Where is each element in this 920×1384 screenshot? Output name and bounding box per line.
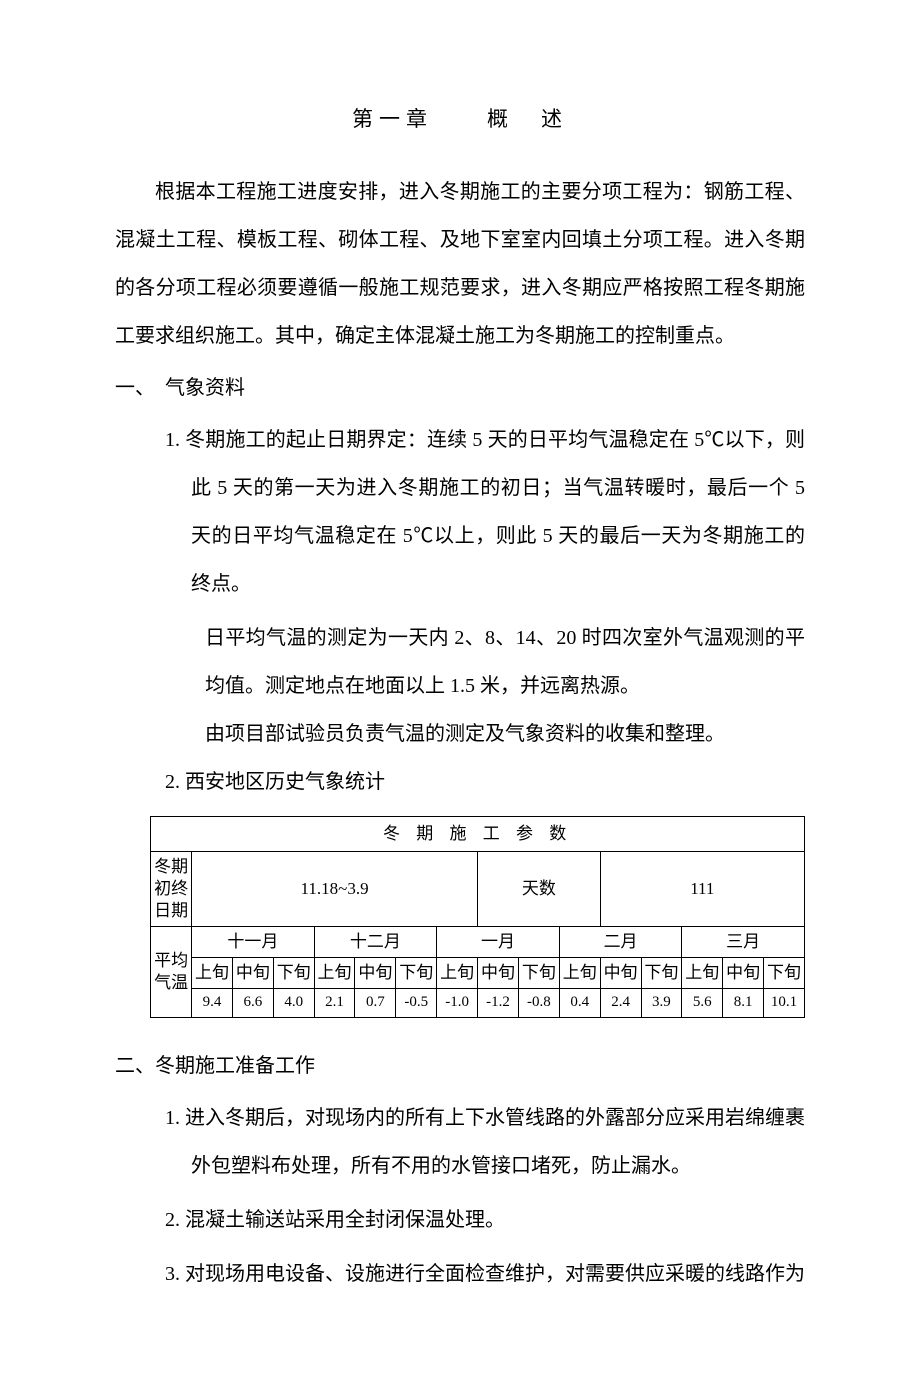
period-cell: 上旬 — [559, 958, 600, 989]
intro-paragraph: 根据本工程施工进度安排，进入冬期施工的主要分项工程为：钢筋工程、混凝土工程、模板… — [115, 168, 805, 360]
value-cell: 10.1 — [764, 989, 805, 1018]
section1-item1-cont2: 由项目部试验员负责气温的测定及气象资料的收集和整理。 — [205, 710, 805, 758]
value-cell: 0.7 — [355, 989, 396, 1018]
section1-title: 一、 气象资料 — [115, 364, 805, 412]
section1-item1-cont1: 日平均气温的测定为一天内 2、8、14、20 时四次室外气温观测的平均值。测定地… — [205, 614, 805, 710]
row1-val1: 11.18~3.9 — [192, 851, 478, 926]
month-1: 一月 — [437, 927, 560, 958]
value-cell: -0.8 — [518, 989, 559, 1018]
value-cell: 2.1 — [314, 989, 355, 1018]
period-cell: 下旬 — [518, 958, 559, 989]
period-cell: 上旬 — [682, 958, 723, 989]
row1-label: 冬期初终日期 — [151, 851, 192, 926]
section1-item2: 2. 西安地区历史气象统计 — [165, 758, 805, 806]
month-12: 十二月 — [314, 927, 437, 958]
value-cell: -1.2 — [478, 989, 519, 1018]
value-cell: -0.5 — [396, 989, 437, 1018]
section2-item2: 2. 混凝土输送站采用全封闭保温处理。 — [165, 1196, 805, 1244]
row1-label2: 天数 — [478, 851, 601, 926]
period-cell: 上旬 — [437, 958, 478, 989]
value-cell: 5.6 — [682, 989, 723, 1018]
chapter-title: 第一章 概 述 — [115, 100, 805, 140]
period-cell: 上旬 — [192, 958, 233, 989]
value-cell: -1.0 — [437, 989, 478, 1018]
value-cell: 6.6 — [232, 989, 273, 1018]
month-11: 十一月 — [192, 927, 315, 958]
period-cell: 中旬 — [600, 958, 641, 989]
section1-item1: 1. 冬期施工的起止日期界定：连续 5 天的日平均气温稳定在 5℃以下，则此 5… — [165, 416, 805, 608]
weather-table-wrap: 冬 期 施 工 参 数 冬期初终日期 11.18~3.9 天数 111 平均气温… — [150, 816, 805, 1018]
value-cell: 4.0 — [273, 989, 314, 1018]
period-cell: 中旬 — [723, 958, 764, 989]
avg-temp-label: 平均气温 — [151, 927, 192, 1018]
value-cell: 9.4 — [192, 989, 233, 1018]
row1-val2: 111 — [600, 851, 804, 926]
value-cell: 0.4 — [559, 989, 600, 1018]
period-cell: 中旬 — [355, 958, 396, 989]
weather-table: 冬 期 施 工 参 数 冬期初终日期 11.18~3.9 天数 111 平均气温… — [150, 816, 805, 1018]
month-3: 三月 — [682, 927, 805, 958]
value-cell: 3.9 — [641, 989, 682, 1018]
period-cell: 下旬 — [764, 958, 805, 989]
period-cell: 中旬 — [478, 958, 519, 989]
value-cell: 2.4 — [600, 989, 641, 1018]
section2-item3: 3. 对现场用电设备、设施进行全面检查维护，对需要供应采暖的线路作为 — [165, 1250, 805, 1298]
period-cell: 下旬 — [273, 958, 314, 989]
month-2: 二月 — [559, 927, 682, 958]
section2-title: 二、冬期施工准备工作 — [115, 1042, 805, 1090]
period-cell: 下旬 — [641, 958, 682, 989]
period-cell: 下旬 — [396, 958, 437, 989]
table-title: 冬 期 施 工 参 数 — [151, 816, 805, 851]
value-cell: 8.1 — [723, 989, 764, 1018]
period-cell: 上旬 — [314, 958, 355, 989]
section2-item1: 1. 进入冬期后，对现场内的所有上下水管线路的外露部分应采用岩绵缠裹外包塑料布处… — [165, 1094, 805, 1190]
period-cell: 中旬 — [232, 958, 273, 989]
